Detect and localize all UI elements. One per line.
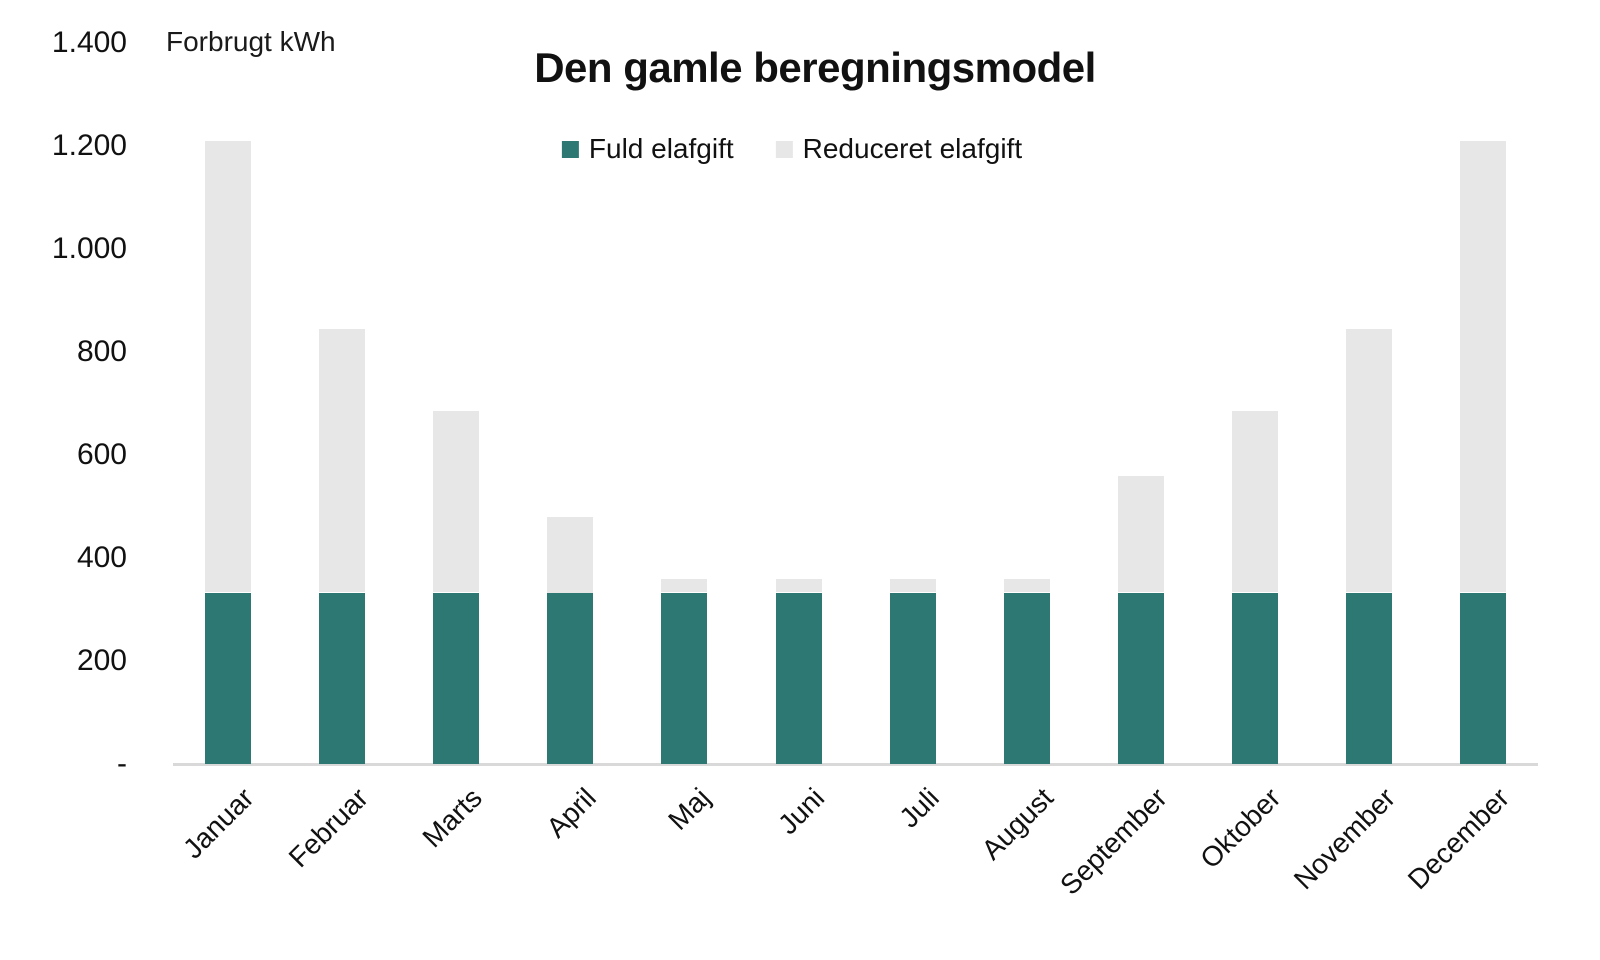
x-axis-month-label-text: Februar [282,782,375,874]
y-axis-tick-label: 1.200 [51,129,127,162]
bar-segment-reduceret-elafgift [433,411,480,593]
bar-segment-fuld-elafgift [1460,592,1507,764]
bar-segment-reduceret-elafgift [205,140,251,593]
x-axis-month-label-text: Juli [892,782,945,834]
y-axis-tick-label: 1.000 [51,232,127,265]
bar-segment-reduceret-elafgift [775,578,822,593]
x-axis-line [173,763,1538,766]
x-axis-month-label-text: Oktober [1194,782,1287,875]
bar-segment-fuld-elafgift [1003,592,1050,764]
legend-swatch-fuld-icon [561,140,579,158]
bar-segment-reduceret-elafgift [661,578,708,593]
legend-label: Reduceret elafgift [802,133,1023,164]
x-axis-month-label-text: Maj [662,782,717,836]
y-axis-tick-label: 200 [76,644,127,677]
legend-item-fuld-elafgift: Fuld elafgift [561,133,734,165]
x-axis-month-label-text: August [975,782,1059,866]
y-axis-tick-label: - [117,747,127,780]
x-axis-month-label-text: September [1053,782,1173,901]
bar-segment-fuld-elafgift [547,592,594,764]
bar-segment-fuld-elafgift [205,592,251,764]
y-axis-tick-label: 400 [76,541,127,574]
bar-segment-reduceret-elafgift [1117,475,1164,593]
bar-segment-fuld-elafgift [775,592,822,764]
legend-item-reduceret-elafgift: Reduceret elafgift [775,133,1023,165]
chart-title: Den gamle beregningsmodel [534,44,1096,91]
bar-segment-fuld-elafgift [319,592,366,764]
bar-segment-fuld-elafgift [661,592,708,764]
y-axis-tick-label: 600 [76,438,127,471]
bar-segment-reduceret-elafgift [1346,328,1392,593]
bar-segment-reduceret-elafgift [1460,140,1507,593]
x-axis-month-label-text: April [540,782,603,844]
legend-label: Fuld elafgift [588,133,734,164]
x-axis-month-label-text: Januar [177,782,260,865]
bar-segment-reduceret-elafgift [547,516,594,593]
x-axis-month-label-text: Juni [772,782,831,841]
bar-segment-reduceret-elafgift [1231,411,1278,593]
bar-segment-fuld-elafgift [433,592,480,764]
bar-segment-fuld-elafgift [1346,592,1392,764]
bar-segment-reduceret-elafgift [1003,578,1050,593]
y-axis-tick-label: 800 [76,335,127,368]
bar-segment-fuld-elafgift [1231,592,1278,764]
x-axis-month-label-text: December [1401,782,1516,896]
bar-segment-reduceret-elafgift [319,328,366,593]
legend: Fuld elafgift Reduceret elafgift [561,133,1023,165]
legend-swatch-reduceret-icon [775,140,793,158]
y-axis-tick-label: 1.400 [51,26,127,59]
bar-segment-reduceret-elafgift [889,578,936,593]
x-axis-month-label-text: November [1287,782,1401,896]
y-axis-title: Forbrugt kWh [166,26,336,57]
bar-segment-fuld-elafgift [889,592,936,764]
x-axis-month-label-text: Marts [416,782,489,854]
bar-segment-fuld-elafgift [1117,592,1164,764]
